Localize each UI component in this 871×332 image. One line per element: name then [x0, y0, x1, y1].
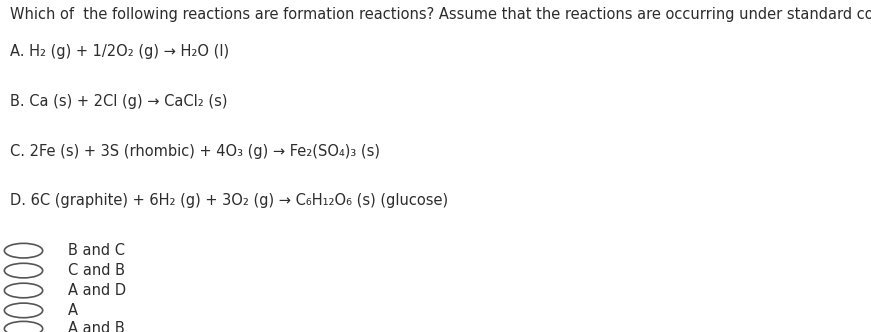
- Text: A. H₂ (g) + 1/2O₂ (g) → H₂O (l): A. H₂ (g) + 1/2O₂ (g) → H₂O (l): [10, 44, 230, 59]
- Text: B. Ca (s) + 2Cl (g) → CaCl₂ (s): B. Ca (s) + 2Cl (g) → CaCl₂ (s): [10, 94, 228, 109]
- Text: D. 6C (graphite) + 6H₂ (g) + 3O₂ (g) → C₆H₁₂O₆ (s) (glucose): D. 6C (graphite) + 6H₂ (g) + 3O₂ (g) → C…: [10, 193, 449, 208]
- Text: C and B: C and B: [68, 263, 125, 278]
- Text: C. 2Fe (s) + 3S (rhombic) + 4O₃ (g) → Fe₂(SO₄)₃ (s): C. 2Fe (s) + 3S (rhombic) + 4O₃ (g) → Fe…: [10, 143, 381, 159]
- Text: A and D: A and D: [68, 283, 126, 298]
- Text: A: A: [68, 303, 78, 318]
- Text: Which of  the following reactions are formation reactions? Assume that the react: Which of the following reactions are for…: [10, 7, 871, 23]
- Text: A and B: A and B: [68, 321, 125, 332]
- Text: B and C: B and C: [68, 243, 125, 258]
